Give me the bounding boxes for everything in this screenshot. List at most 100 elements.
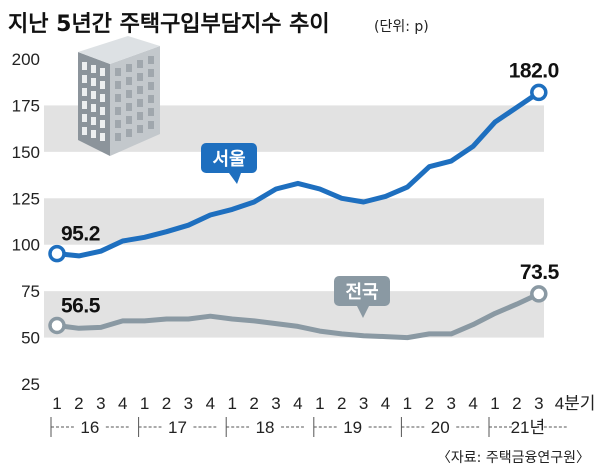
building-window <box>115 94 121 102</box>
building-window <box>137 86 143 94</box>
data-point <box>530 285 548 303</box>
x-tick-label: 1 <box>403 394 412 413</box>
series-line <box>54 89 542 259</box>
building-window <box>137 99 143 107</box>
building-window <box>82 62 87 70</box>
series-lines <box>48 83 548 341</box>
data-label: 182.0 <box>509 59 559 82</box>
building-window <box>115 81 121 89</box>
y-tick-label: 175 <box>12 96 40 115</box>
series-name-national: 전국 <box>345 282 378 303</box>
building-icon <box>78 36 160 156</box>
building-window <box>82 114 87 122</box>
building-window <box>91 117 96 125</box>
data-point <box>48 316 66 335</box>
year-axis: 16 17 18 19 20 21년 <box>50 417 567 437</box>
x-tick-label: 3 <box>96 394 105 413</box>
y-tick-label: 150 <box>12 143 40 162</box>
data-point <box>48 244 66 263</box>
source-note: 〈자료: 주택금융연구원〉 <box>437 450 590 466</box>
building-window <box>82 101 87 109</box>
unit-label: (단위: p) <box>374 19 429 35</box>
building-window <box>126 129 132 137</box>
x-tick-label: 4 <box>293 394 302 413</box>
x-axis: 1 2 3 4 1 2 3 4 1 2 3 4 1 2 3 4 1 2 3 4 1 2 3 4분기 <box>52 394 595 413</box>
x-tick-label: 4분기 <box>555 394 596 413</box>
x-tick-label: 4 <box>468 394 477 413</box>
building-window <box>126 116 132 124</box>
x-tick-label: 4 <box>381 394 390 413</box>
y-tick-label: 75 <box>21 282 40 301</box>
building-window <box>100 120 105 128</box>
x-tick-label: 1 <box>490 394 499 413</box>
building-window <box>137 112 143 120</box>
building-window <box>126 90 132 98</box>
year-label: 16 <box>80 418 99 437</box>
year-label: 19 <box>343 418 362 437</box>
y-tick-label: 25 <box>21 375 40 394</box>
building-window <box>100 107 105 115</box>
x-tick-label: 2 <box>74 394 83 413</box>
x-tick-label: 2 <box>512 394 521 413</box>
tag-seoul: 서울 <box>201 143 257 184</box>
series-line <box>54 291 542 341</box>
building-window <box>137 73 143 81</box>
building-window <box>100 81 105 89</box>
building-window <box>91 91 96 99</box>
x-tick-label: 4 <box>118 394 127 413</box>
year-label: 17 <box>168 418 187 437</box>
building-window <box>126 64 132 72</box>
x-tick-label: 2 <box>249 394 258 413</box>
building-window <box>148 69 154 77</box>
building-window <box>100 68 105 76</box>
tag-national: 전국 <box>334 276 390 318</box>
grid-band <box>44 291 544 338</box>
x-tick-label: 2 <box>425 394 434 413</box>
data-point <box>530 83 548 102</box>
data-label: 95.2 <box>61 223 100 246</box>
building-window <box>148 108 154 116</box>
x-tick-label: 1 <box>140 394 149 413</box>
data-labels: 95.2 182.0 56.5 73.5 <box>61 59 560 317</box>
y-tick-label: 50 <box>21 329 40 348</box>
building-window <box>148 82 154 90</box>
y-tick-label: 100 <box>12 236 40 255</box>
building-window <box>148 56 154 64</box>
building-window <box>91 130 96 138</box>
building-window <box>82 88 87 96</box>
y-tick-label: 200 <box>12 50 40 69</box>
building-window <box>100 133 105 141</box>
building-window <box>148 121 154 129</box>
chart-title: 지난 5년간 주택구입부담지수 추이 <box>8 12 330 37</box>
year-label: 21년 <box>511 418 546 437</box>
x-tick-label: 4 <box>206 394 215 413</box>
building-window <box>82 127 87 135</box>
building-window <box>100 94 105 102</box>
building-window <box>126 77 132 85</box>
x-tick-label: 3 <box>446 394 455 413</box>
data-label: 56.5 <box>61 295 101 318</box>
y-axis: 25 50 75 100 125 150 175 200 <box>12 50 40 394</box>
building-window <box>115 120 121 128</box>
x-tick-label: 2 <box>162 394 171 413</box>
building-window <box>137 125 143 133</box>
x-tick-label: 2 <box>337 394 346 413</box>
year-label: 20 <box>431 418 450 437</box>
x-tick-label: 3 <box>184 394 193 413</box>
x-tick-label: 3 <box>534 394 543 413</box>
building-window <box>91 104 96 112</box>
x-tick-label: 3 <box>359 394 368 413</box>
x-tick-label: 1 <box>315 394 324 413</box>
year-label: 18 <box>256 418 275 437</box>
data-label: 73.5 <box>520 261 560 284</box>
building-window <box>91 65 96 73</box>
building-window <box>91 78 96 86</box>
series-name-seoul: 서울 <box>212 149 245 170</box>
building-window <box>82 75 87 83</box>
grid-band <box>44 198 544 245</box>
x-tick-label: 3 <box>271 394 280 413</box>
x-tick-label: 1 <box>52 394 61 413</box>
building-window <box>115 107 121 115</box>
building-window <box>115 68 121 76</box>
